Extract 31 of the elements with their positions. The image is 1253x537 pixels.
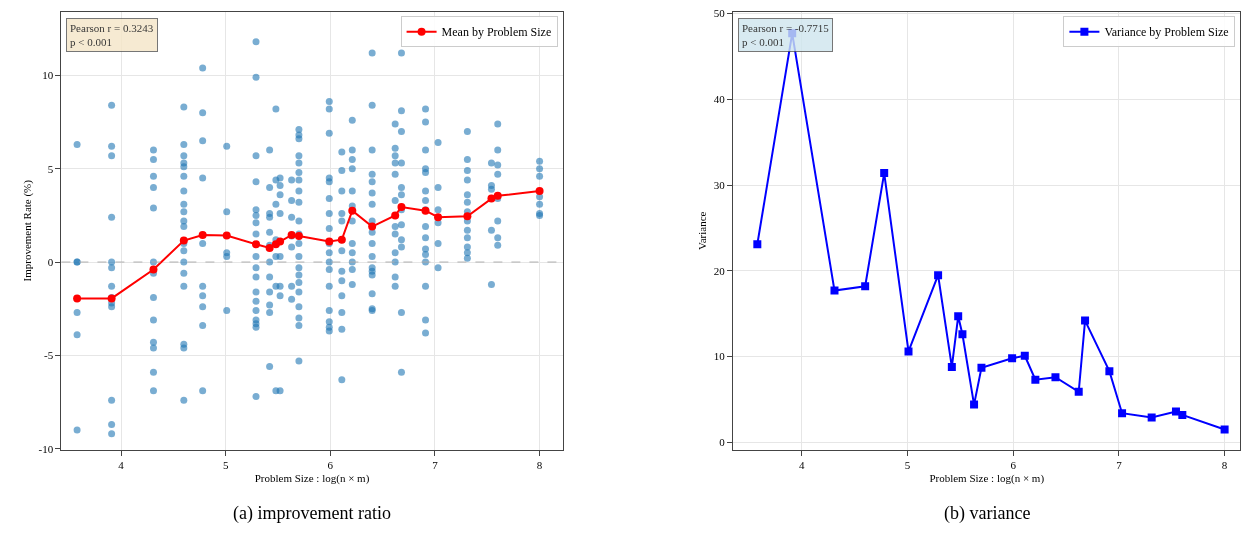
- y-tick-label: 50: [713, 7, 726, 20]
- x-axis-title: Problem Size : log(n × m): [254, 472, 370, 486]
- y-tick-label: 30: [713, 178, 726, 191]
- y-tick-label: 0: [47, 255, 54, 268]
- legend-label: Mean by Problem Size: [441, 25, 552, 40]
- y-tick-label: -5: [44, 349, 54, 362]
- x-tick-label: 4: [798, 458, 805, 471]
- annotation: Pearson r = 0.3243 p < 0.001: [70, 22, 154, 49]
- y-axis-title: Variance: [696, 211, 709, 251]
- x-tick-label: 4: [118, 458, 125, 471]
- x-axis-title: Problem Size : log(n × m): [929, 472, 1045, 486]
- x-tick-label: 6: [327, 458, 334, 471]
- text: (b) variance: [944, 503, 1031, 524]
- y-tick-label: 10: [42, 69, 54, 82]
- y-tick-label: 5: [47, 162, 54, 175]
- y-tick-label: -10: [38, 442, 54, 455]
- x-tick-label: 6: [1010, 458, 1017, 471]
- y-tick-label: 10: [713, 350, 726, 363]
- x-tick-label: 5: [222, 458, 229, 471]
- y-tick-label: 0: [719, 436, 726, 449]
- y-tick-label: 20: [713, 264, 726, 277]
- y-tick-label: 40: [713, 93, 726, 106]
- x-tick-label: 7: [432, 458, 439, 471]
- x-tick-label: 8: [1221, 458, 1228, 471]
- legend-label: Variance by Problem Size: [1104, 25, 1229, 40]
- y-axis-title: Improvement Rate (%): [21, 179, 35, 282]
- x-tick-label: 8: [536, 458, 543, 471]
- text: (a) improvement ratio: [233, 503, 391, 524]
- annotation: Pearson r = -0.7715 p < 0.001: [742, 22, 830, 49]
- x-tick-label: 7: [1116, 458, 1123, 471]
- x-tick-label: 5: [904, 458, 911, 471]
